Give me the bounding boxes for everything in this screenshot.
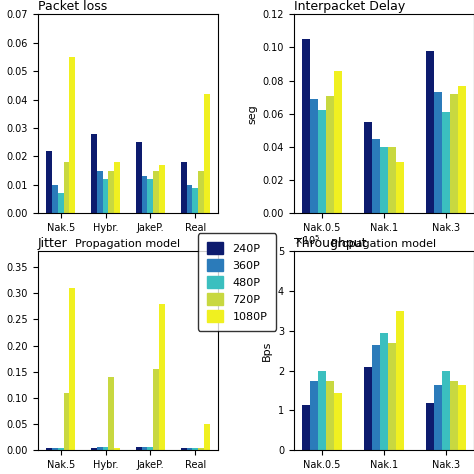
Bar — [103, 447, 109, 450]
Bar — [97, 447, 103, 450]
Bar — [46, 151, 52, 213]
Bar — [192, 447, 198, 450]
Bar — [159, 304, 165, 450]
Text: Packet loss: Packet loss — [38, 0, 107, 13]
Bar — [52, 447, 58, 450]
Bar — [372, 138, 380, 213]
Bar — [326, 96, 334, 213]
Bar — [302, 404, 310, 450]
Bar — [181, 162, 187, 213]
Bar — [426, 51, 434, 213]
Bar — [103, 179, 109, 213]
Bar — [318, 371, 326, 450]
Bar — [442, 371, 450, 450]
Bar — [69, 288, 75, 450]
Bar — [310, 99, 318, 213]
Bar — [198, 447, 204, 450]
Bar — [192, 188, 198, 213]
Bar — [434, 384, 442, 450]
Text: Jitter: Jitter — [38, 237, 68, 250]
Bar — [204, 424, 210, 450]
Text: $\times 10^5$: $\times 10^5$ — [294, 233, 320, 247]
Bar — [64, 162, 69, 213]
Bar — [434, 92, 442, 213]
Bar — [69, 57, 75, 213]
Bar — [334, 71, 342, 213]
Text: Throughput: Throughput — [294, 237, 366, 250]
Bar — [458, 86, 466, 213]
Bar — [58, 193, 64, 213]
Bar — [380, 147, 388, 213]
Bar — [318, 110, 326, 213]
Bar — [142, 447, 147, 450]
Bar — [442, 112, 450, 213]
X-axis label: Propagation model: Propagation model — [331, 238, 437, 248]
Bar — [204, 94, 210, 213]
Bar — [153, 369, 159, 450]
Bar — [181, 448, 187, 450]
Bar — [187, 447, 192, 450]
Bar — [136, 447, 142, 450]
Bar — [450, 94, 458, 213]
Bar — [97, 171, 103, 213]
Y-axis label: seg: seg — [247, 104, 257, 124]
Bar — [64, 392, 69, 450]
Bar — [58, 447, 64, 450]
Bar — [46, 447, 52, 450]
Bar — [91, 447, 97, 450]
Bar — [364, 122, 372, 213]
Bar — [302, 39, 310, 213]
Bar — [114, 447, 120, 450]
Bar — [198, 171, 204, 213]
Bar — [334, 392, 342, 450]
Bar — [458, 384, 466, 450]
X-axis label: Propagation model: Propagation model — [75, 238, 181, 248]
Legend: 240P, 360P, 480P, 720P, 1080P: 240P, 360P, 480P, 720P, 1080P — [198, 233, 276, 331]
Bar — [326, 381, 334, 450]
Bar — [310, 381, 318, 450]
Bar — [136, 142, 142, 213]
Bar — [52, 185, 58, 213]
Bar — [142, 176, 147, 213]
Bar — [147, 447, 153, 450]
Bar — [450, 381, 458, 450]
Bar — [114, 162, 120, 213]
Bar — [372, 345, 380, 450]
Bar — [364, 367, 372, 450]
Bar — [147, 179, 153, 213]
Bar — [396, 311, 404, 450]
Y-axis label: Bps: Bps — [262, 341, 273, 361]
Bar — [109, 377, 114, 450]
Bar — [388, 147, 396, 213]
Bar — [388, 343, 396, 450]
Bar — [159, 165, 165, 213]
Bar — [426, 402, 434, 450]
Bar — [380, 333, 388, 450]
Bar — [153, 171, 159, 213]
Bar — [109, 171, 114, 213]
Bar — [396, 162, 404, 213]
Bar — [187, 185, 192, 213]
Bar — [91, 134, 97, 213]
Text: Interpacket Delay: Interpacket Delay — [294, 0, 405, 13]
